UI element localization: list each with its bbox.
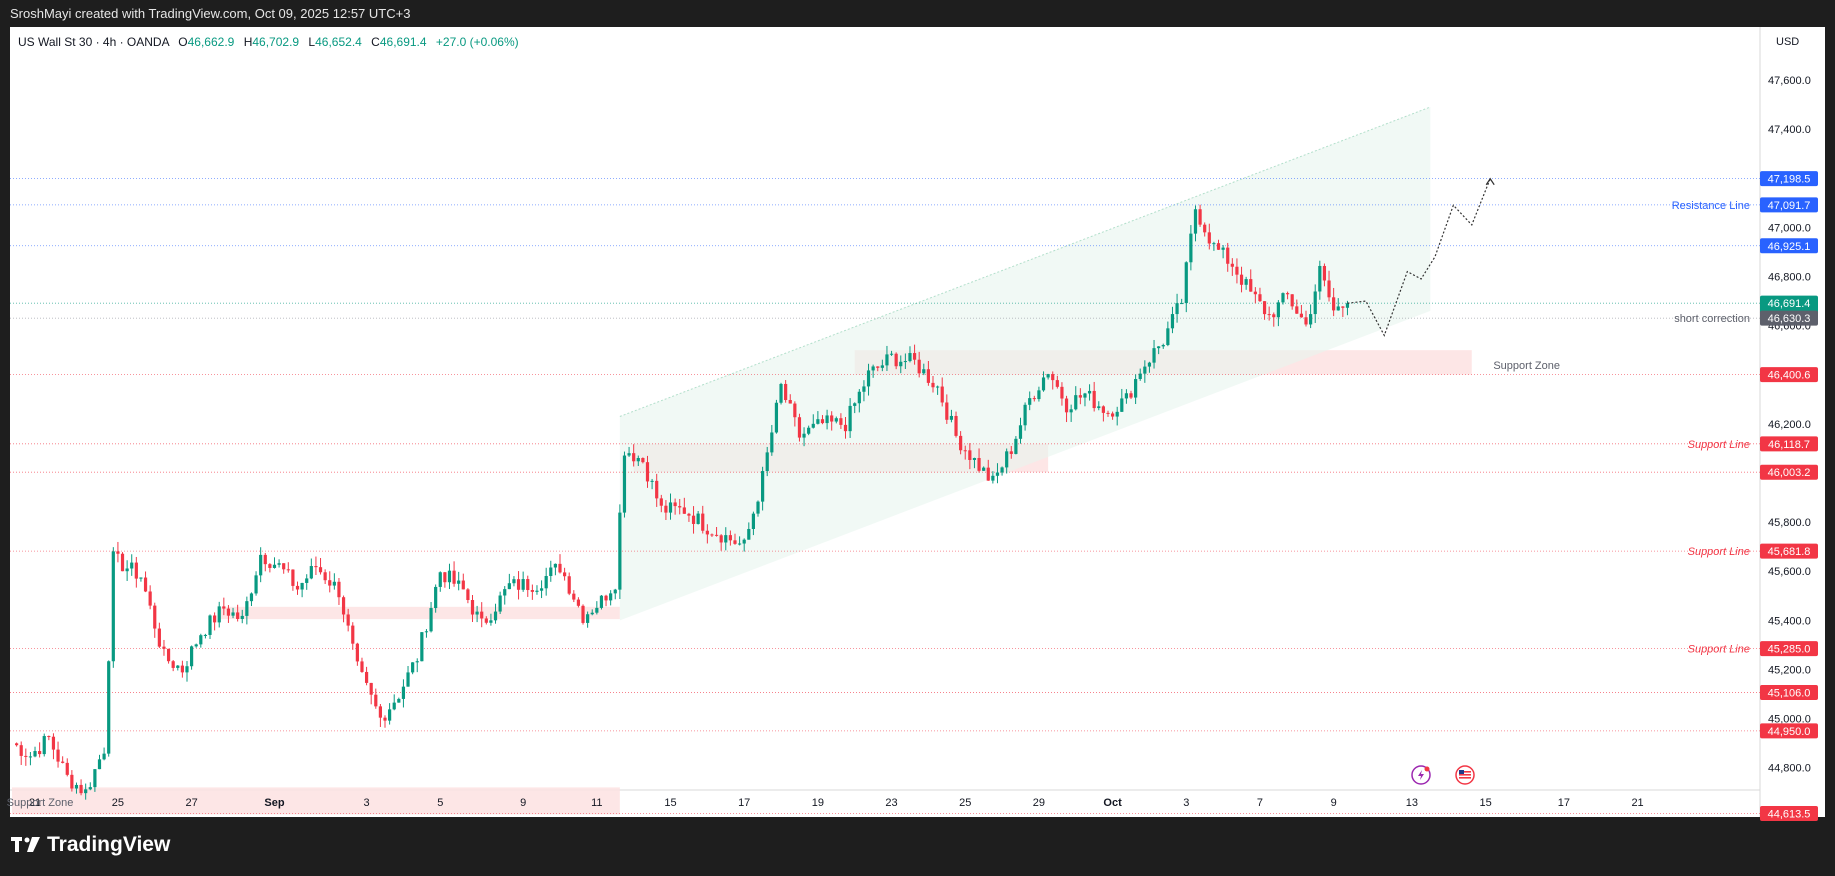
low-label: L bbox=[308, 35, 316, 49]
high-value: 46,702.9 bbox=[252, 35, 300, 49]
brand-name: TradingView bbox=[47, 833, 171, 856]
close-label: C bbox=[371, 35, 380, 49]
change-value: +27.0 (+0.06%) bbox=[435, 35, 519, 49]
high-label: H bbox=[243, 35, 253, 49]
chart-frame[interactable] bbox=[10, 27, 1825, 817]
open-label: O bbox=[178, 35, 188, 49]
open-value: 46,662.9 bbox=[187, 35, 235, 49]
low-value: 46,652.4 bbox=[315, 35, 362, 49]
chart-credit: SroshMayi created with TradingView.com, … bbox=[10, 6, 411, 21]
close-value: 46,691.4 bbox=[379, 35, 427, 49]
symbol-legend: US Wall St 30 · 4h · OANDA O46,662.9 H46… bbox=[18, 35, 519, 49]
footer-bar: TradingView bbox=[0, 817, 1835, 876]
currency-label[interactable]: USD bbox=[1776, 36, 1800, 48]
tradingview-logo-icon bbox=[11, 837, 40, 852]
tradingview-logo[interactable]: TradingView bbox=[11, 833, 170, 857]
symbol-name: US Wall St 30 · 4h · OANDA bbox=[18, 35, 169, 49]
